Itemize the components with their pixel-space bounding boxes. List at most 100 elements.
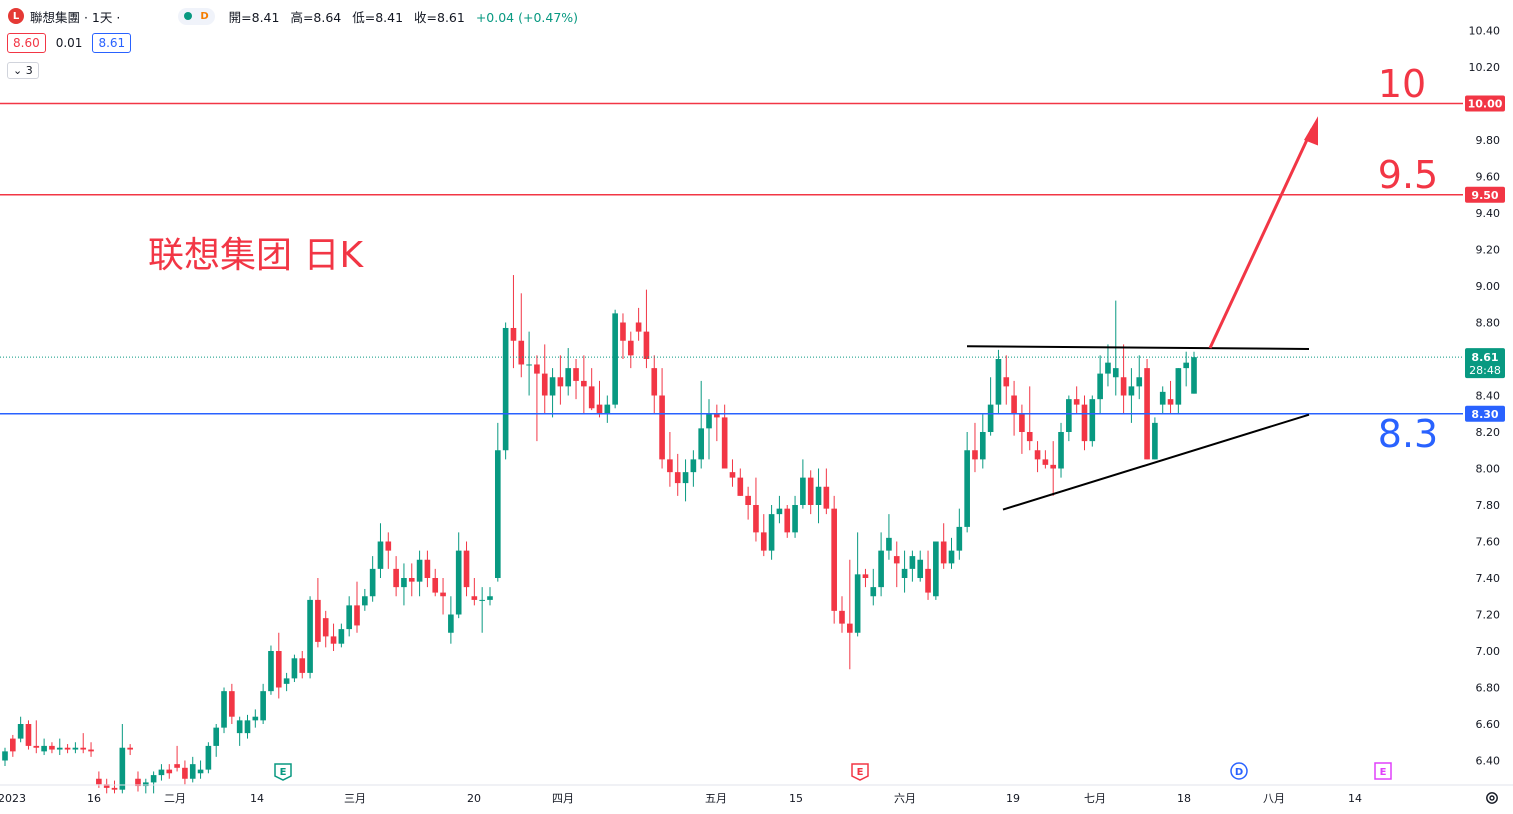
candle-body <box>737 477 744 496</box>
event-marker-label: E <box>280 767 287 778</box>
candle-body <box>416 559 423 582</box>
candle-body <box>1050 464 1057 469</box>
candle <box>815 468 822 524</box>
candle <box>581 355 587 414</box>
buy-price-button[interactable]: 8.61 <box>92 33 132 53</box>
candle-body <box>205 745 212 770</box>
candle <box>1144 359 1150 460</box>
price-level-tag: 10.00 <box>1465 95 1505 112</box>
indicators-toggle[interactable]: ⌄ 3 <box>7 62 39 79</box>
candle <box>502 322 509 460</box>
candle-body <box>479 599 485 601</box>
candle <box>901 550 908 593</box>
candle <box>1089 395 1096 447</box>
x-tick-label: 七月 <box>1084 792 1106 805</box>
annotation-text: 8.3 <box>1378 412 1438 456</box>
candle-body <box>721 417 728 469</box>
candle <box>541 344 548 414</box>
event-marker-shape <box>274 763 292 781</box>
candle-body <box>103 784 110 788</box>
candle-body <box>362 596 368 606</box>
candle <box>142 778 149 794</box>
candle <box>1073 386 1080 414</box>
candle-body <box>588 386 595 409</box>
sell-price-button[interactable]: 8.60 <box>7 33 46 53</box>
candle-body <box>541 373 548 396</box>
candle-body <box>1066 399 1072 432</box>
candle-body <box>667 459 673 473</box>
candle-body <box>690 459 697 473</box>
symbol-title[interactable]: 聯想集團 · 1天 · <box>30 9 121 25</box>
candle-body <box>612 313 618 405</box>
candle-body <box>174 764 180 768</box>
candle <box>557 355 564 405</box>
candle <box>792 495 798 538</box>
candle <box>979 413 986 469</box>
candle-body <box>127 747 133 750</box>
candle-body <box>299 658 306 673</box>
y-tick-label: 8.00 <box>1476 463 1501 476</box>
candle <box>839 596 845 633</box>
y-tick-label: 9.40 <box>1476 207 1501 220</box>
x-tick-label: 14 <box>250 792 264 805</box>
candle <box>229 683 235 724</box>
candle-body <box>408 578 415 582</box>
event-marker-icon[interactable]: E <box>1374 762 1392 780</box>
market-status[interactable]: D <box>178 7 215 25</box>
candle <box>1183 351 1189 387</box>
candle-body <box>948 550 955 564</box>
candle-body <box>1128 386 1135 396</box>
candle-body <box>41 745 47 752</box>
candle-body <box>925 568 931 593</box>
price-level-tag: 8.30 <box>1465 405 1505 422</box>
event-marker-shape <box>851 763 869 781</box>
event-marker-icon[interactable]: E <box>274 763 292 781</box>
candle <box>1136 355 1143 400</box>
candle-body <box>776 508 783 515</box>
last-price-label: 8.61 <box>1471 351 1498 364</box>
candle <box>150 771 157 794</box>
candle-body <box>1136 377 1143 387</box>
gear-icon[interactable] <box>1484 790 1500 806</box>
candle-body <box>979 432 986 460</box>
x-tick-label: 四月 <box>552 792 574 805</box>
candle-body <box>229 691 235 717</box>
price-level-tag: 9.50 <box>1465 186 1505 203</box>
candle-body <box>471 596 478 600</box>
open-value: 開=8.41 <box>228 9 280 25</box>
candle <box>1167 380 1174 414</box>
candle-body <box>260 691 266 721</box>
candle-body <box>549 377 556 396</box>
candle-body <box>972 450 978 460</box>
candle <box>1081 395 1088 451</box>
candle <box>729 459 736 487</box>
candle <box>64 744 71 754</box>
candle <box>674 453 681 496</box>
candle-body <box>1152 422 1158 460</box>
candle-body <box>268 651 274 692</box>
candle <box>205 742 212 774</box>
candle-body <box>1191 357 1197 394</box>
symbol-header[interactable]: L 聯想集團 · 1天 · D 開=8.41 高=8.64 低=8.41 收=8… <box>8 6 585 26</box>
event-marker-icon[interactable]: E <box>851 763 869 781</box>
y-tick-label: 9.80 <box>1476 134 1501 147</box>
candle <box>565 348 572 396</box>
candle <box>1159 386 1166 414</box>
candle-body <box>150 775 157 783</box>
event-marker-icon[interactable]: D <box>1230 762 1248 780</box>
candles-layer <box>2 275 1197 794</box>
candle <box>260 683 266 724</box>
ohlc-values: 開=8.41 高=8.64 低=8.41 收=8.61 +0.04 (+0.47… <box>229 7 585 26</box>
candle-body <box>1120 377 1127 396</box>
candle <box>1120 344 1127 414</box>
x-tick-label: 五月 <box>705 792 727 805</box>
candle-body <box>17 724 24 739</box>
candle-body <box>330 636 337 644</box>
candle <box>369 556 376 602</box>
event-marker-label: E <box>1380 767 1387 778</box>
candle <box>182 760 188 785</box>
candle-body <box>377 541 384 569</box>
candle <box>651 355 658 414</box>
candle-body <box>1159 391 1166 405</box>
